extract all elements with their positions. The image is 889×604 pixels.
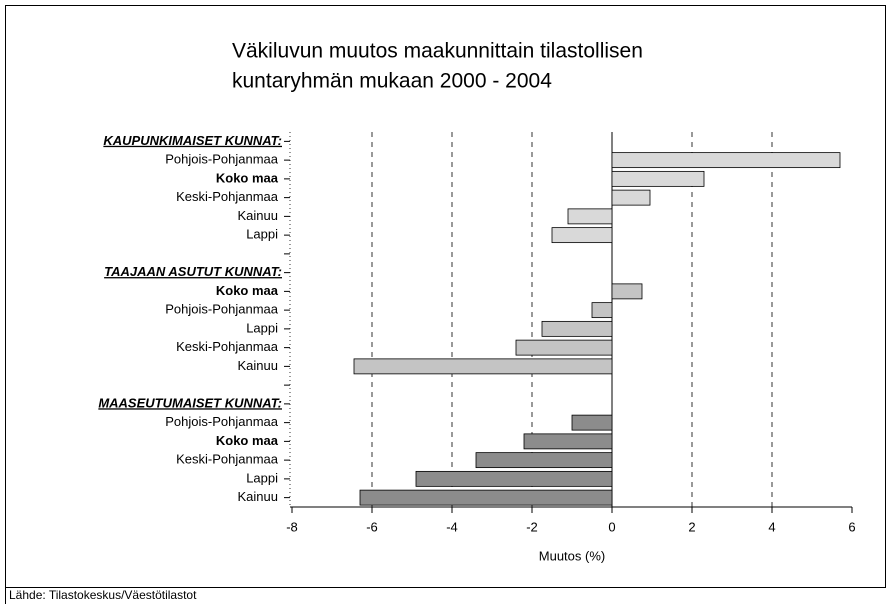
bar [611,170,705,187]
y-tick-label: Pohjois-Pohjanmaa [165,152,279,167]
y-tick-label: Koko maa [216,433,279,448]
bar [611,189,651,206]
y-tick-label: Pohjois-Pohjanmaa [165,414,279,429]
y-tick-label: Koko maa [216,283,279,298]
y-tick-label: Kainuu [238,489,278,504]
bar [571,414,613,431]
x-tick-label: -4 [446,519,458,534]
x-tick-label: 4 [768,519,775,534]
x-axis-label: Muutos (%) [539,548,605,563]
y-tick-label: Keski-Pohjanmaa [176,339,279,354]
x-tick-label: -2 [526,519,538,534]
x-tick-label: 0 [608,519,615,534]
bar [567,208,613,225]
y-tick-label: Lappi [246,470,278,485]
y-tick-label: Lappi [246,227,278,242]
x-tick-label: 6 [848,519,855,534]
bar [611,152,841,169]
bar [523,433,613,450]
bar [591,302,613,319]
y-tick-label: Kainuu [238,358,278,373]
y-tick-label: Pohjois-Pohjanmaa [165,302,279,317]
x-tick-label: 2 [688,519,695,534]
y-tick-label: Kainuu [238,208,278,223]
y-tick-label: MAASEUTUMAISET KUNNAT: [98,395,282,410]
y-tick-label: TAAJAAN ASUTUT KUNNAT: [104,264,282,279]
y-tick-label: Keski-Pohjanmaa [176,189,279,204]
y-tick-label: Keski-Pohjanmaa [176,452,279,467]
bar [415,470,613,487]
bar [359,489,613,506]
chart-title: Väkiluvun muutos maakunnittain tilastoll… [232,40,643,63]
frame [5,5,886,588]
y-tick-label: Koko maa [216,170,279,185]
x-tick-label: -6 [366,519,378,534]
x-tick-label: -8 [286,519,298,534]
y-tick-label: KAUPUNKIMAISET KUNNAT: [103,133,282,148]
bar [541,320,613,337]
bar [475,452,613,469]
bar [353,358,613,375]
source: Lähde: Tilastokeskus/Väestötilastot [9,588,197,602]
chart-title: kuntaryhmän mukaan 2000 - 2004 [232,70,552,93]
y-tick-label: Lappi [246,320,278,335]
bar [515,339,613,356]
bar [611,283,643,300]
bar [551,227,613,244]
